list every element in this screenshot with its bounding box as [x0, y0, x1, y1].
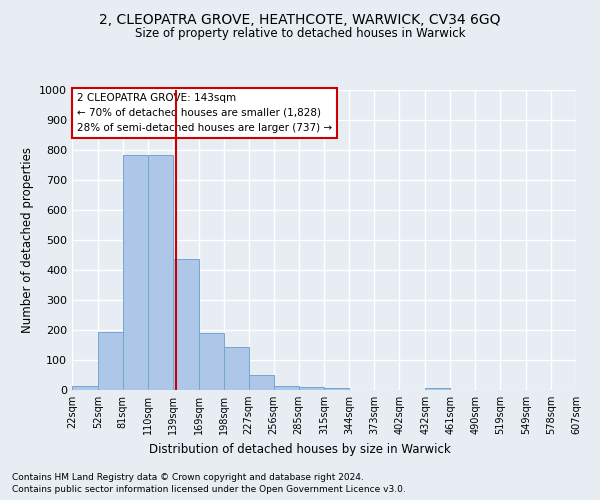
Text: 2 CLEOPATRA GROVE: 143sqm
← 70% of detached houses are smaller (1,828)
28% of se: 2 CLEOPATRA GROVE: 143sqm ← 70% of detac…: [77, 93, 332, 132]
Text: Distribution of detached houses by size in Warwick: Distribution of detached houses by size …: [149, 442, 451, 456]
Bar: [248, 375, 274, 390]
Text: Contains public sector information licensed under the Open Government Licence v3: Contains public sector information licen…: [12, 485, 406, 494]
Bar: [98, 332, 123, 390]
Bar: [299, 387, 325, 390]
Text: Size of property relative to detached houses in Warwick: Size of property relative to detached ho…: [135, 28, 465, 40]
Bar: [274, 386, 299, 390]
Bar: [425, 388, 450, 390]
Bar: [148, 154, 173, 390]
Text: 2, CLEOPATRA GROVE, HEATHCOTE, WARWICK, CV34 6GQ: 2, CLEOPATRA GROVE, HEATHCOTE, WARWICK, …: [99, 12, 501, 26]
Bar: [224, 347, 248, 390]
Bar: [123, 154, 148, 390]
Bar: [325, 388, 349, 390]
Text: Contains HM Land Registry data © Crown copyright and database right 2024.: Contains HM Land Registry data © Crown c…: [12, 472, 364, 482]
Bar: [199, 333, 224, 390]
Y-axis label: Number of detached properties: Number of detached properties: [20, 147, 34, 333]
Bar: [72, 386, 98, 390]
Bar: [173, 259, 199, 390]
